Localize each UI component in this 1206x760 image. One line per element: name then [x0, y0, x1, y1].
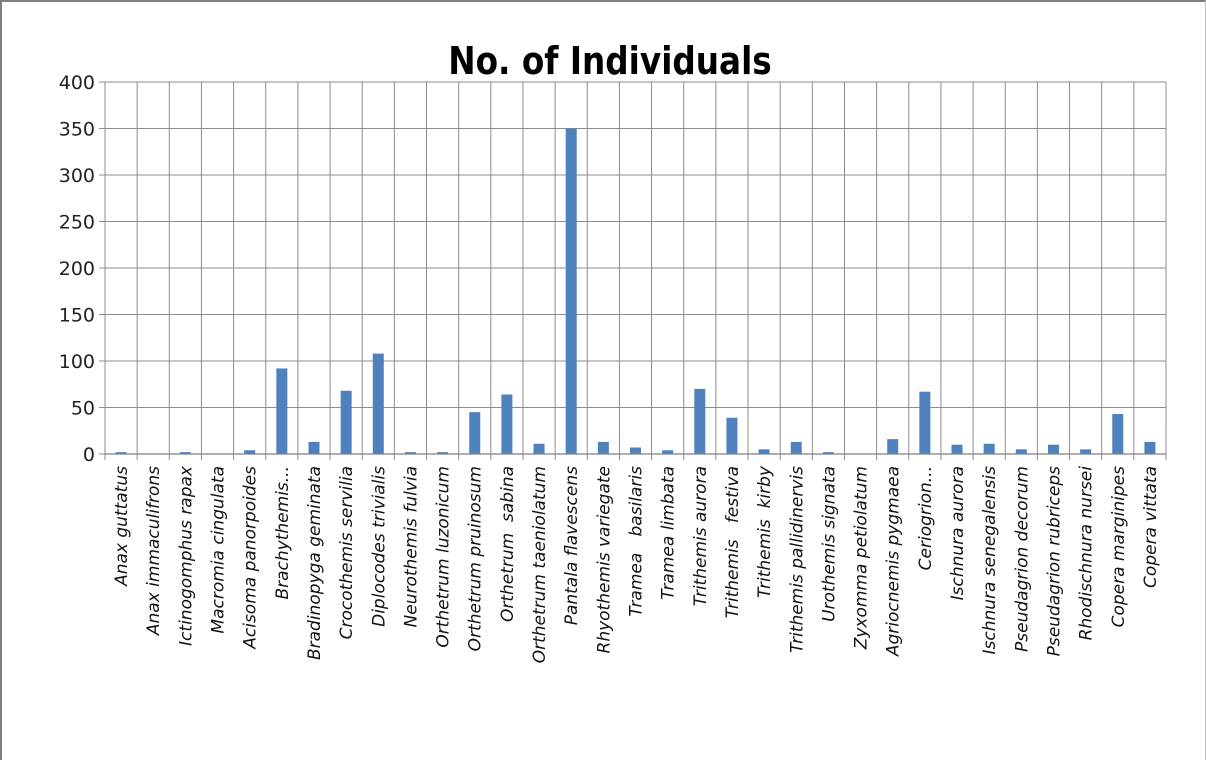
x-tick-label: Urothemis signata — [819, 466, 839, 622]
bar — [822, 452, 834, 454]
bar — [1047, 444, 1059, 454]
x-tick-label: Anax guttatus — [112, 466, 132, 587]
bar — [758, 449, 770, 454]
x-tick-label: Trithemis festiva — [723, 466, 743, 618]
x-tick-label: Orthetrum pruinosum — [466, 466, 486, 651]
bar — [951, 444, 963, 454]
x-tick-label: Trithemis pallidinervis — [787, 466, 807, 653]
x-tick-label: Acisoma panorpoides — [241, 466, 261, 650]
y-tick-label: 200 — [59, 258, 95, 280]
x-tick-label: Rhyothemis variegate — [594, 466, 614, 653]
bar — [276, 368, 288, 454]
bar — [726, 417, 738, 454]
bar — [1015, 449, 1027, 454]
bar — [597, 441, 609, 454]
x-tick-label: Pantala flavescens — [562, 466, 582, 625]
bar — [919, 391, 931, 454]
y-tick-label: 350 — [59, 119, 95, 141]
x-tick-label: Rhodischnura nursei — [1077, 466, 1097, 641]
bar — [404, 452, 416, 454]
x-tick-label: Orthetrum luzonicum — [434, 466, 454, 648]
x-tick-label: Trithemis aurora — [691, 466, 711, 606]
x-tick-label: Trithemis kirby — [755, 465, 775, 598]
bar — [115, 452, 127, 454]
x-tick-label: Tramea limbata — [659, 466, 679, 600]
x-tick-label: Copera vittata — [1141, 466, 1161, 588]
bar — [662, 450, 674, 454]
bar — [340, 390, 352, 454]
x-tick-label: Pseudagrion rubriceps — [1044, 466, 1064, 656]
bar — [1112, 414, 1124, 454]
bar — [308, 441, 320, 454]
x-tick-label: Ischnura aurora — [948, 466, 968, 600]
bar — [790, 441, 802, 454]
bar — [565, 128, 577, 454]
x-tick-label: Ischnura senegalensis — [980, 466, 1000, 655]
x-tick-label: Neurothemis fulvia — [401, 466, 421, 627]
x-tick-label: Orthetrum taeniolatum — [530, 466, 550, 663]
bar — [1080, 449, 1092, 454]
y-tick-label: 250 — [59, 212, 95, 234]
bar — [372, 353, 384, 454]
bar — [630, 447, 641, 454]
x-tick-label: Ceriogrion... — [916, 466, 936, 570]
bar — [1144, 441, 1156, 454]
y-tick-label: 400 — [59, 72, 95, 94]
chart-title: No. of Individuals — [448, 39, 772, 83]
x-tick-label: Pseudagrion decorum — [1012, 466, 1032, 652]
bar — [694, 388, 706, 454]
y-tick-label: 50 — [71, 398, 95, 420]
x-tick-label: Tramea basilaris — [627, 466, 647, 617]
y-tick-label: 0 — [83, 444, 95, 466]
bar — [179, 452, 191, 454]
x-tick-label: Orthetrum sabina — [498, 466, 518, 622]
x-tick-label: Copera marginipes — [1109, 466, 1129, 628]
x-tick-label: Bradinopyga geminata — [305, 466, 325, 660]
y-tick-label: 100 — [59, 351, 95, 373]
y-tick-label: 300 — [59, 165, 95, 187]
x-tick-label: Ictinogomphus rapax — [176, 465, 196, 646]
bar — [469, 412, 481, 454]
x-tick-label: Zyxomma petiolatum — [852, 466, 872, 650]
y-tick-label: 150 — [59, 305, 95, 327]
x-tick-label: Crocothemis servilia — [337, 466, 357, 639]
x-tick-label: Anax immaculifrons — [144, 466, 164, 636]
bar — [533, 443, 545, 454]
bar — [244, 450, 256, 454]
bar — [887, 439, 899, 454]
bar — [437, 452, 449, 454]
x-tick-label: Macromia cingulata — [209, 466, 229, 634]
bar — [983, 443, 995, 454]
x-tick-label: Agriocnemis pygmaea — [884, 466, 904, 657]
bar — [501, 394, 513, 454]
x-tick-label: Diplocodes trivialis — [369, 466, 389, 627]
x-tick-label: Brachythemis... — [273, 466, 293, 600]
